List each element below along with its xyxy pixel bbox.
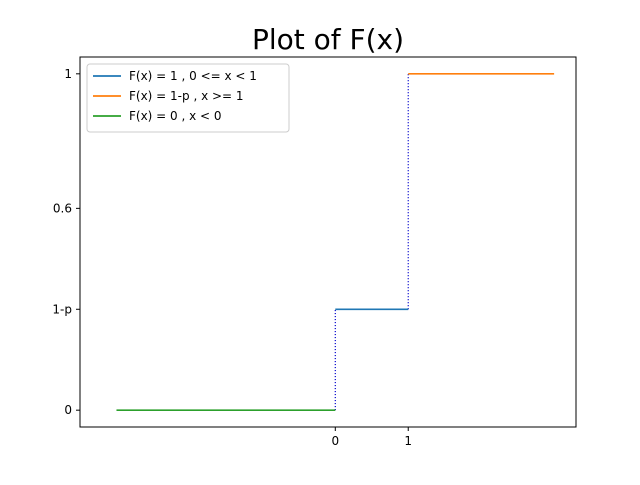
x-tick-label-1: 1	[404, 434, 412, 448]
plot-frame	[79, 56, 577, 428]
legend-label-1: F(x) = 1-p , x >= 1	[129, 89, 244, 103]
legend-label-0: F(x) = 1 , 0 <= x < 1	[129, 69, 257, 83]
legend-box	[86, 63, 290, 133]
y-tick-label-0: 0	[64, 403, 72, 417]
y-tick-label-2: 0.6	[53, 201, 72, 215]
x-tick-label-0: 0	[331, 434, 339, 448]
y-tick-label-1: 1-p	[52, 302, 72, 316]
legend-label-2: F(x) = 0 , x < 0	[129, 109, 222, 123]
chart-title: Plot of F(x)	[252, 23, 404, 56]
legend: F(x) = 1 , 0 <= x < 1 F(x) = 1-p , x >= 1…	[86, 63, 290, 133]
y-tick-label-3: 1	[64, 67, 72, 81]
